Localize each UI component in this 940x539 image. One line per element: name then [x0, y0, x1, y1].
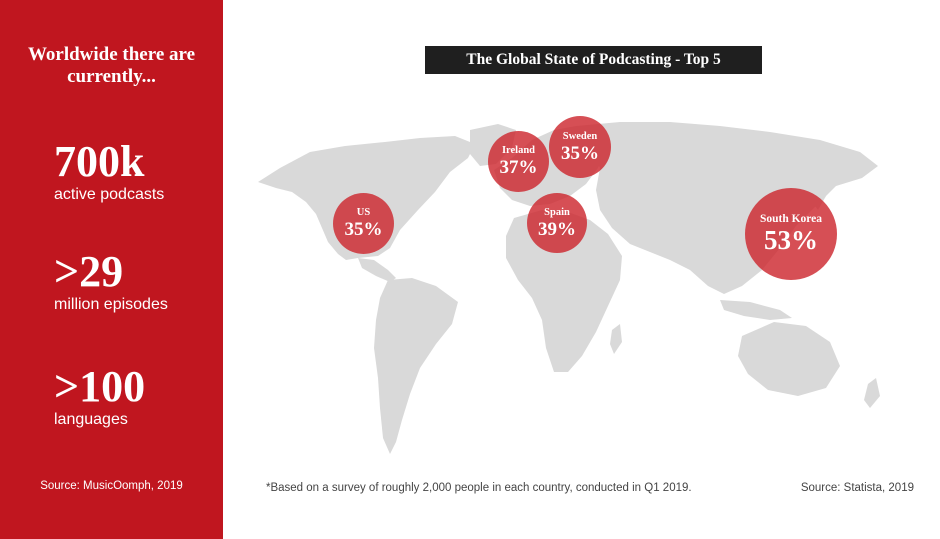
map-source: Source: Statista, 2019 — [800, 482, 914, 494]
country-bubble-ireland: Ireland 37% — [488, 131, 549, 192]
sidebar-source: Source: MusicOomph, 2019 — [40, 480, 183, 492]
central-america-landmass — [358, 258, 396, 282]
stat-episodes: >29 million episodes — [54, 250, 168, 314]
sidebar-heading: Worldwide there are currently... — [0, 44, 223, 88]
sidebar-heading-line1: Worldwide there are — [27, 44, 196, 65]
country-bubble-us: US 35% — [333, 193, 394, 254]
indonesia-landmass — [720, 300, 792, 320]
stat-label: languages — [54, 411, 128, 428]
country-name: Spain — [544, 206, 570, 218]
country-bubble-sweden: Sweden 35% — [549, 116, 611, 178]
asia-landmass — [576, 122, 878, 294]
stat-value: >29 — [54, 247, 124, 296]
sidebar-heading-line2: currently... — [67, 66, 156, 87]
south-america-landmass — [374, 278, 458, 454]
country-bubble-spain: Spain 39% — [527, 193, 587, 253]
stat-label: million episodes — [54, 296, 168, 313]
country-name: Sweden — [562, 130, 598, 142]
map-title: The Global State of Podcasting - Top 5 — [425, 46, 762, 74]
survey-footnote: *Based on a survey of roughly 2,000 peop… — [266, 482, 692, 494]
stat-languages: >100 languages — [54, 365, 145, 429]
new-zealand-landmass — [864, 378, 880, 408]
country-name: Ireland — [501, 145, 536, 156]
stat-label: active podcasts — [54, 186, 165, 203]
country-percent: 37% — [499, 157, 538, 178]
madagascar-landmass — [610, 324, 622, 354]
country-percent: 53% — [764, 225, 818, 255]
stat-podcasts: 700k active podcasts — [54, 140, 164, 204]
country-percent: 39% — [538, 218, 576, 240]
stats-sidebar: Worldwide there are currently... 700k ac… — [0, 0, 223, 539]
stat-value: 700k — [54, 137, 145, 186]
country-name: South Korea — [759, 213, 823, 225]
australia-landmass — [738, 322, 840, 396]
country-percent: 35% — [561, 142, 599, 164]
country-name: US — [356, 207, 371, 218]
country-bubble-south-korea: South Korea 53% — [745, 188, 837, 280]
africa-landmass — [506, 210, 622, 372]
country-percent: 35% — [344, 219, 383, 240]
stat-value: >100 — [54, 362, 146, 411]
